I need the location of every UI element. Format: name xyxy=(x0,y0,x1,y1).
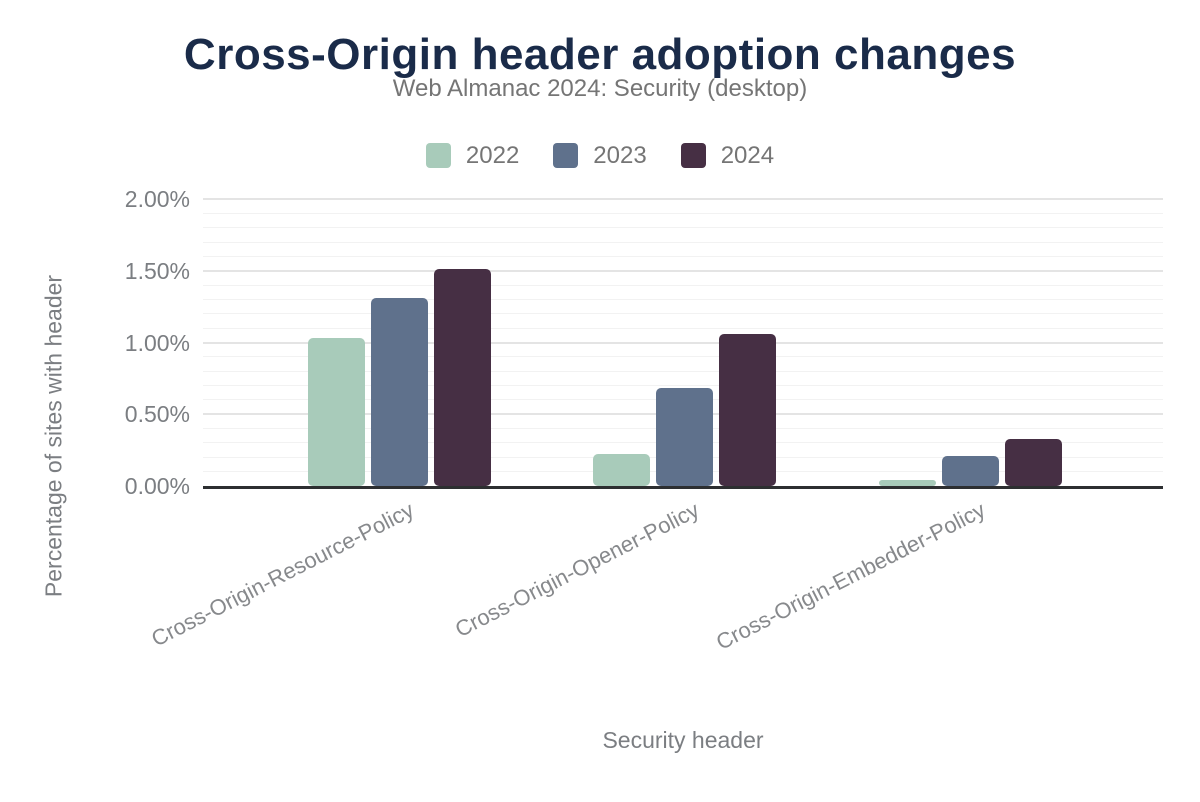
legend-label-2022: 2022 xyxy=(465,142,520,169)
legend-item-2023: 2023 xyxy=(553,142,647,169)
x-category-label-cross-origin-resource-policy: Cross-Origin-Resource-Policy xyxy=(147,497,418,652)
bar-2024-cross-origin-resource-policy xyxy=(433,269,491,486)
gridline-minor xyxy=(203,255,1163,257)
gridline-major xyxy=(203,341,1163,344)
gridline-minor xyxy=(203,227,1163,229)
gridline-minor xyxy=(203,327,1163,329)
gridline-minor xyxy=(203,313,1163,315)
bar-2023-cross-origin-opener-policy xyxy=(656,388,713,486)
legend-label-2024: 2024 xyxy=(720,142,775,169)
y-axis-title: Percentage of sites with header xyxy=(40,274,67,598)
gridline-major xyxy=(203,198,1163,200)
gridline-major xyxy=(203,269,1163,272)
legend-swatch-2023 xyxy=(553,143,579,168)
bar-2024-cross-origin-embedder-policy xyxy=(1004,438,1062,486)
chart-subtitle: Web Almanac 2024: Security (desktop) xyxy=(392,75,808,102)
legend: 2022 2023 2024 xyxy=(0,143,1200,168)
bar-2024-cross-origin-opener-policy xyxy=(719,333,776,486)
legend-item-2024: 2024 xyxy=(680,142,775,169)
x-category-label-cross-origin-opener-policy: Cross-Origin-Opener-Policy xyxy=(451,497,704,643)
gridline-minor xyxy=(203,385,1163,387)
chart-title: Cross-Origin header adoption changes xyxy=(183,30,1017,79)
legend-item-2022: 2022 xyxy=(425,142,520,169)
gridline-minor xyxy=(203,370,1163,372)
legend-label-2023: 2023 xyxy=(593,142,647,169)
bar-2023-cross-origin-embedder-policy xyxy=(941,455,999,486)
bar-2022-cross-origin-opener-policy xyxy=(593,454,650,486)
bar-2023-cross-origin-resource-policy xyxy=(370,298,428,486)
y-tick-label: 1.50% xyxy=(124,257,190,284)
legend-swatch-2022 xyxy=(425,143,451,168)
legend-swatch-2024 xyxy=(680,143,706,168)
gridline-minor xyxy=(203,298,1163,300)
bar-2022-cross-origin-embedder-policy xyxy=(878,480,936,486)
gridline-minor xyxy=(203,241,1163,243)
bar-2022-cross-origin-resource-policy xyxy=(307,338,365,486)
x-category-label-cross-origin-embedder-policy: Cross-Origin-Embedder-Policy xyxy=(711,497,989,655)
y-tick-label: 2.00% xyxy=(124,186,190,212)
gridline-minor xyxy=(203,212,1163,214)
y-tick-label: 0.00% xyxy=(124,473,190,499)
x-axis-title: Security header xyxy=(602,727,764,753)
gridline-minor xyxy=(203,284,1163,286)
plot-area xyxy=(203,198,1163,489)
y-tick-label: 1.00% xyxy=(124,329,190,356)
gridline-minor xyxy=(203,356,1163,358)
x-axis-line xyxy=(203,486,1163,489)
y-tick-label: 0.50% xyxy=(124,401,190,428)
